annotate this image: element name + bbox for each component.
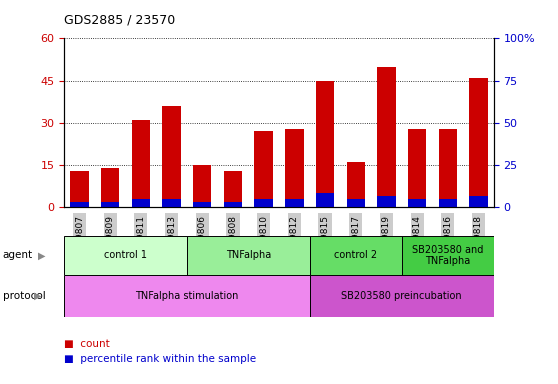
Bar <box>347 162 365 207</box>
Bar <box>408 129 426 207</box>
Bar <box>70 171 89 207</box>
Bar <box>132 120 150 207</box>
Bar <box>187 236 310 275</box>
Bar <box>193 202 211 207</box>
Bar <box>193 165 211 207</box>
Bar <box>254 131 273 207</box>
Bar <box>316 193 334 207</box>
Bar <box>469 196 488 207</box>
Bar <box>377 66 396 207</box>
Bar <box>408 199 426 207</box>
Text: control 2: control 2 <box>334 250 377 260</box>
Bar <box>132 199 150 207</box>
Bar <box>310 236 402 275</box>
Text: ■  percentile rank within the sample: ■ percentile rank within the sample <box>64 354 256 364</box>
Text: ■  count: ■ count <box>64 339 110 349</box>
Text: SB203580 preincubation: SB203580 preincubation <box>341 291 462 301</box>
Text: control 1: control 1 <box>104 250 147 260</box>
Text: GDS2885 / 23570: GDS2885 / 23570 <box>64 14 175 27</box>
Text: agent: agent <box>3 250 33 260</box>
Bar <box>254 199 273 207</box>
Bar <box>70 202 89 207</box>
Bar <box>377 196 396 207</box>
Text: SB203580 and
TNFalpha: SB203580 and TNFalpha <box>412 245 483 266</box>
Bar <box>316 81 334 207</box>
Text: TNFalpha: TNFalpha <box>225 250 271 260</box>
Bar <box>310 275 494 317</box>
Bar <box>285 199 304 207</box>
Bar <box>64 236 187 275</box>
Bar <box>162 106 181 207</box>
Text: ▶: ▶ <box>33 291 41 301</box>
Bar <box>347 199 365 207</box>
Bar <box>101 202 119 207</box>
Bar <box>285 129 304 207</box>
Text: ▶: ▶ <box>38 250 45 260</box>
Bar <box>439 129 457 207</box>
Bar <box>64 275 310 317</box>
Bar <box>224 202 242 207</box>
Text: protocol: protocol <box>3 291 46 301</box>
Bar <box>162 199 181 207</box>
Bar <box>101 168 119 207</box>
Bar <box>439 199 457 207</box>
Text: TNFalpha stimulation: TNFalpha stimulation <box>135 291 239 301</box>
Bar <box>402 236 494 275</box>
Bar <box>469 78 488 207</box>
Bar <box>224 171 242 207</box>
